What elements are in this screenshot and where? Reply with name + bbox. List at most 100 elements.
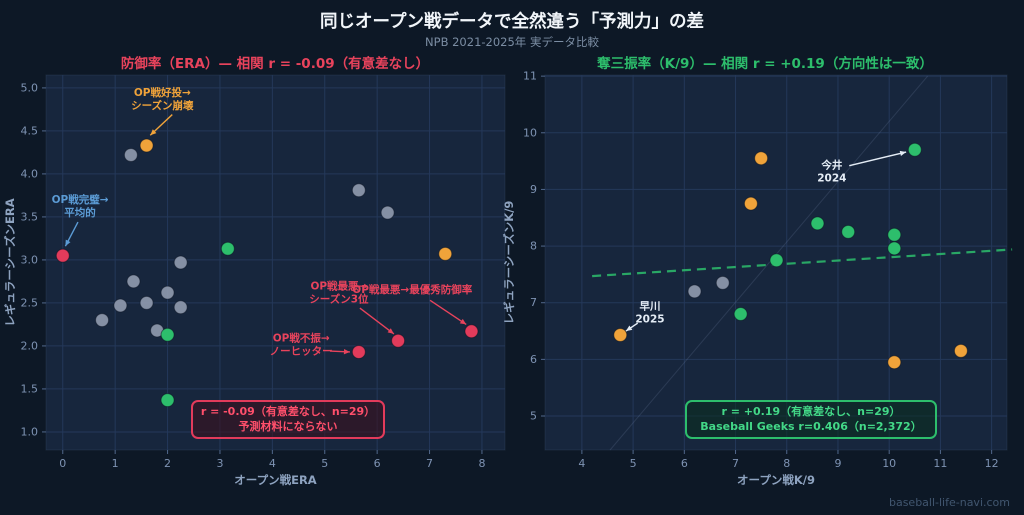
scatter-point-other-pitchers bbox=[113, 298, 128, 313]
x-tick-label: 6 bbox=[374, 457, 381, 470]
x-axis-title: オープン戦ERA bbox=[234, 473, 317, 487]
chart-k9-svg: 4 5 6 7 8 9 10 11 12 5 6 7 8 9 10 11 オープン戦K/9 レギュラーシーズンK/… bbox=[502, 70, 1013, 487]
y-tick-label: 5 bbox=[530, 410, 537, 423]
annotation-arrow bbox=[429, 299, 467, 326]
page-subtitle: NPB 2021-2025年 実データ比較 bbox=[425, 35, 599, 49]
annotation-arrowhead bbox=[65, 239, 71, 247]
era-stat-box: r = -0.09（有意差なし、n=29） 予測材料にならない bbox=[191, 400, 385, 439]
y-tick-label: 3.0 bbox=[21, 253, 39, 266]
chart-era-svg: 0 1 2 3 4 5 6 7 8 1.0 1.5 2.0 2.5 3.0 3.5 4.0 4.5 5.0 オープン… bbox=[3, 74, 506, 487]
scatter-point-highlight-red bbox=[55, 248, 70, 263]
scatter-point-other-pitchers bbox=[173, 300, 188, 315]
scatter-point-highlight-orange bbox=[754, 151, 769, 166]
y-tick-label: 1.0 bbox=[21, 425, 39, 438]
scatter-point-other-pitchers bbox=[715, 275, 730, 290]
x-tick-label: 9 bbox=[834, 457, 841, 470]
watermark: baseball-life-navi.com bbox=[888, 496, 1010, 509]
annotation-text: OP戦完璧→ bbox=[52, 193, 109, 206]
y-tick-label: 9 bbox=[530, 183, 537, 196]
annotation-text: 平均的 bbox=[64, 206, 96, 219]
scatter-point-highlight-green bbox=[810, 216, 825, 231]
y-tick-label: 4.0 bbox=[21, 167, 39, 180]
x-tick-label: 12 bbox=[985, 457, 999, 470]
scatter-point-other-pitchers bbox=[95, 313, 110, 328]
annotation-text: 早川 bbox=[640, 301, 661, 313]
y-tick-label: 10 bbox=[523, 126, 537, 139]
y-axis-title: レギュラーシーズンERA bbox=[3, 198, 17, 326]
scatter-point-other-pitchers bbox=[139, 295, 154, 310]
scatter-point-highlight-orange bbox=[438, 246, 453, 261]
y-tick-label: 1.5 bbox=[21, 382, 39, 395]
annotation-arrowhead bbox=[899, 150, 907, 156]
scatter-point-highlight-orange bbox=[887, 355, 902, 370]
x-tick-label: 11 bbox=[933, 457, 947, 470]
scatter-point-highlight-orange bbox=[953, 343, 968, 358]
y-tick-label: 4.5 bbox=[21, 124, 39, 137]
x-tick-label: 1 bbox=[112, 457, 119, 470]
y-tick-label: 3.5 bbox=[21, 210, 39, 223]
scatter-point-highlight-red bbox=[351, 344, 366, 359]
y-tick-label: 8 bbox=[530, 240, 537, 253]
scatter-point-other-pitchers bbox=[173, 255, 188, 270]
chart-era: 0 1 2 3 4 5 6 7 8 1.0 1.5 2.0 2.5 3.0 3.5 4.0 4.5 5.0 オープン… bbox=[0, 74, 520, 515]
annotation-text: OP戦最悪→ bbox=[310, 280, 367, 293]
x-tick-label: 8 bbox=[783, 457, 790, 470]
x-tick-label: 6 bbox=[681, 457, 688, 470]
k9-chart-title: 奪三振率（K/9）— 相関 r = +0.19（方向性は一致） bbox=[597, 56, 933, 72]
annotation-arrowhead bbox=[343, 349, 350, 355]
scatter-point-other-pitchers bbox=[160, 285, 175, 300]
era-stat-line1: r = -0.09（有意差なし、n=29） bbox=[200, 405, 376, 418]
chart-k9: 4 5 6 7 8 9 10 11 12 5 6 7 8 9 10 11 オープン戦K/9 レギュラーシーズンK/… bbox=[500, 70, 1024, 515]
scatter-point-highlight-red bbox=[391, 333, 406, 348]
annotation-text: 2024 bbox=[817, 173, 846, 185]
page-title: 同じオープン戦データで全然違う「予測力」の差 bbox=[320, 12, 704, 32]
x-axis-title: オープン戦K/9 bbox=[737, 473, 815, 487]
y-tick-label: 2.5 bbox=[21, 296, 39, 309]
y-tick-label: 6 bbox=[530, 353, 537, 366]
x-tick-label: 7 bbox=[426, 457, 433, 470]
scatter-point-other-pitchers bbox=[380, 205, 395, 220]
scatter-point-highlight-orange bbox=[139, 138, 154, 153]
scatter-point-highlight-green bbox=[160, 327, 175, 342]
plot-panel bbox=[45, 74, 506, 451]
scatter-point-highlight-green bbox=[220, 241, 235, 256]
scatter-point-other-pitchers bbox=[126, 274, 141, 289]
era-chart-title: 防御率（ERA）— 相関 r = -0.09（有意差なし） bbox=[120, 56, 430, 72]
trend-line bbox=[592, 248, 1013, 278]
y-axis-title: レギュラーシーズンK/9 bbox=[502, 201, 516, 325]
annotation-text: 2025 bbox=[635, 314, 664, 326]
y-tick-label: 5.0 bbox=[21, 81, 39, 94]
annotation-arrow bbox=[849, 151, 907, 167]
x-tick-label: 4 bbox=[269, 457, 276, 470]
scatter-point-highlight-red bbox=[464, 324, 479, 339]
scatter-point-other-pitchers bbox=[123, 147, 138, 162]
x-tick-label: 4 bbox=[578, 457, 585, 470]
annotation-arrowhead bbox=[150, 129, 157, 136]
scatter-point-other-pitchers bbox=[687, 284, 702, 299]
k9-stat-box: r = +0.19（有意差なし、n=29） Baseball Geeks r=0… bbox=[685, 400, 937, 439]
scatter-point-highlight-green bbox=[841, 224, 856, 239]
scatter-point-highlight-green bbox=[887, 241, 902, 256]
identity-line bbox=[609, 75, 928, 451]
annotation-text: OP戦好投→ bbox=[134, 86, 191, 99]
annotation-arrowhead bbox=[625, 325, 633, 332]
annotation-text: シーズン3位 bbox=[309, 293, 369, 306]
annotation-arrowhead bbox=[387, 328, 394, 334]
annotation-text: ノーヒッター bbox=[270, 345, 333, 357]
scatter-point-highlight-green bbox=[733, 307, 748, 322]
scatter-point-highlight-green bbox=[160, 393, 175, 408]
x-tick-label: 0 bbox=[59, 457, 66, 470]
annotation-text: 今井 bbox=[820, 159, 843, 172]
x-tick-label: 3 bbox=[216, 457, 223, 470]
scatter-point-highlight-orange bbox=[613, 328, 628, 343]
scatter-point-highlight-green bbox=[907, 142, 922, 157]
annotation-text: OP戦最悪→最優秀防御率 bbox=[352, 283, 472, 296]
scatter-point-other-pitchers bbox=[351, 183, 366, 198]
x-tick-label: 10 bbox=[882, 457, 896, 470]
annotation-arrowhead bbox=[459, 318, 467, 325]
scatter-point-highlight-green bbox=[769, 253, 784, 268]
y-tick-label: 11 bbox=[523, 70, 537, 83]
annotation-arrow bbox=[359, 307, 395, 335]
x-tick-label: 5 bbox=[630, 457, 637, 470]
